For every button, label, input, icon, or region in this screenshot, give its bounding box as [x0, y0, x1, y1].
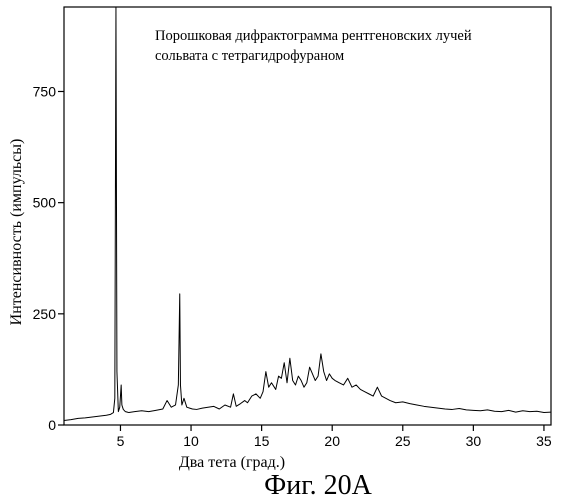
chart-annotation-line-1: Порошковая дифрактограмма рентгеновских … [155, 28, 472, 44]
y-tick-label: 0 [48, 417, 56, 433]
plot-frame [63, 6, 552, 426]
chart-annotation-line-2: сольвата с тетрагидрофураном [155, 48, 344, 64]
x-tick-label: 25 [395, 433, 411, 449]
plot-border [63, 6, 552, 426]
x-tick-label: 5 [117, 433, 125, 449]
diffractogram-line [63, 6, 552, 422]
y-axis: 0 250 500 750 [33, 83, 64, 433]
y-tick-label: 500 [33, 195, 57, 211]
series-layer [63, 6, 552, 422]
y-axis-title: Интенсивность (импульсы) [8, 139, 25, 326]
figure-caption: Фиг. 20А [264, 470, 372, 500]
y-tick-label: 250 [33, 306, 57, 322]
x-tick-label: 10 [183, 433, 199, 449]
x-tick-label: 20 [324, 433, 340, 449]
x-tick-label: 35 [536, 433, 552, 449]
x-tick-label: 30 [466, 433, 482, 449]
x-axis: 5 10 15 20 25 30 35 [117, 425, 552, 449]
x-tick-label: 15 [254, 433, 270, 449]
y-tick-label: 750 [33, 83, 57, 99]
x-axis-title: Два тета (град.) [179, 454, 285, 471]
